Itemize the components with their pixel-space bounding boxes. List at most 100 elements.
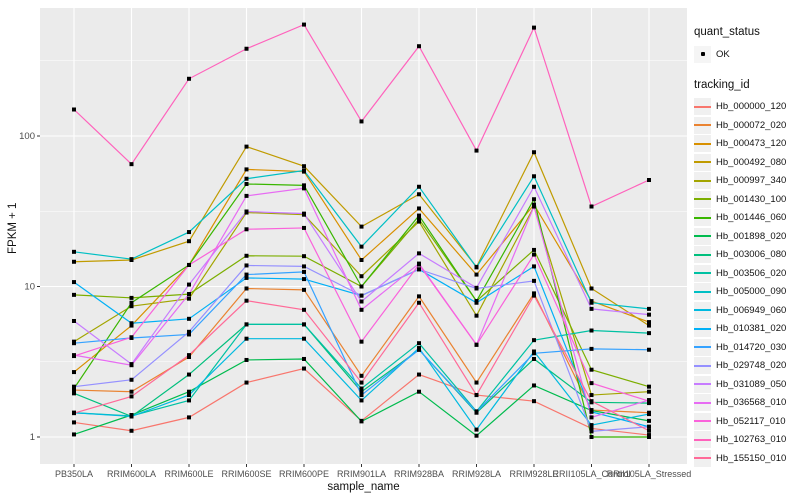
data-point (417, 372, 421, 377)
data-point (589, 429, 594, 434)
data-point (647, 306, 651, 311)
legend-item: Hb_031089_050 (694, 375, 800, 394)
data-point (187, 329, 191, 334)
x-tick-label: PB350LA (55, 469, 93, 479)
legend-item-label: Hb_155150_010 (716, 452, 787, 464)
data-point (244, 380, 249, 385)
legend-item-label: Hb_000997_340 (716, 175, 787, 187)
data-point (532, 174, 536, 179)
data-point (244, 181, 249, 186)
legend-key-icon (694, 301, 711, 319)
data-point (647, 424, 651, 429)
legend-item-label: Hb_001898_020 (716, 230, 787, 242)
data-point (302, 322, 306, 327)
data-point (532, 383, 536, 388)
data-point (302, 307, 306, 312)
data-point (72, 107, 76, 112)
ok-point-icon (700, 52, 705, 57)
data-point (417, 341, 421, 346)
legend-title-quant-status: quant_status (694, 26, 760, 38)
data-point (532, 204, 536, 209)
legend-item-label: Hb_006949_060 (716, 304, 787, 316)
data-point (589, 409, 594, 414)
data-point (129, 321, 134, 326)
data-point (244, 263, 249, 268)
series-color-line-icon (694, 327, 711, 330)
data-point (244, 46, 249, 51)
legend-key-icon (694, 431, 711, 449)
legend-item: Hb_001446_060 (694, 209, 800, 228)
data-point (244, 286, 249, 291)
data-point (417, 347, 421, 352)
data-point (589, 328, 594, 333)
data-point (532, 399, 536, 404)
series-color-line-icon (694, 401, 711, 404)
data-point (359, 257, 364, 262)
x-axis-title: sample_name (327, 481, 400, 493)
legend-key-icon (694, 264, 711, 282)
data-point (589, 423, 594, 428)
data-point (302, 356, 306, 361)
legend-item: Hb_005000_090 (694, 283, 800, 302)
y-axis-title: FPKM + 1 (7, 202, 19, 254)
data-point (417, 300, 421, 305)
data-point (187, 316, 191, 321)
data-point (647, 331, 651, 336)
data-point (417, 262, 421, 267)
data-point (647, 418, 651, 423)
data-point (244, 144, 249, 149)
legend-item: Hb_000473_120 (694, 135, 800, 154)
legend-key-icon (694, 227, 711, 245)
legend-key-icon (694, 449, 711, 467)
data-point (244, 167, 249, 172)
data-point (129, 300, 134, 305)
data-point (302, 168, 306, 173)
x-tick-label: RRIM928LA (452, 469, 501, 479)
legend-item-label: OK (716, 48, 730, 60)
x-tick-label: RRIM600LE (164, 469, 213, 479)
data-point (417, 184, 421, 189)
data-point (532, 264, 536, 269)
legend-title-tracking-id: tracking_id (694, 78, 750, 91)
data-point (532, 25, 536, 30)
legend-item: Hb_052117_010 (694, 412, 800, 431)
legend-key-icon (694, 116, 711, 134)
data-point (359, 389, 364, 394)
legend-item: Hb_006949_060 (694, 301, 800, 320)
data-point (359, 339, 364, 344)
legend-key-icon (694, 412, 711, 430)
data-point (474, 342, 479, 347)
point-marker-icon (694, 45, 711, 63)
data-point (532, 351, 536, 356)
data-point (187, 282, 191, 287)
data-point (187, 292, 191, 297)
x-tick-label: RRIM600PE (279, 469, 329, 479)
legend-item: Hb_029748_020 (694, 357, 800, 376)
data-point (244, 357, 249, 362)
series-color-line-icon (694, 124, 711, 127)
data-point (532, 184, 536, 189)
legend-item-label: Hb_003006_080 (716, 249, 787, 261)
legend-key-icon (694, 357, 711, 375)
data-point (647, 347, 651, 352)
data-point (647, 312, 651, 317)
legend-item-label: Hb_052117_010 (716, 415, 786, 427)
data-point (302, 186, 306, 191)
data-point (302, 277, 306, 282)
legend-key-icon (694, 338, 711, 356)
data-point (589, 286, 594, 291)
data-point (417, 192, 421, 197)
data-point (532, 252, 536, 257)
series-color-line-icon (694, 457, 711, 460)
data-point (417, 389, 421, 394)
data-point (244, 176, 249, 181)
legend-item-label: Hb_010381_020 (716, 323, 787, 335)
data-point (589, 300, 594, 305)
data-point (302, 183, 306, 188)
data-point (129, 389, 134, 394)
data-point (532, 291, 536, 296)
data-point (474, 433, 479, 438)
data-point (532, 278, 536, 283)
data-point (474, 427, 479, 432)
data-point (359, 393, 364, 398)
